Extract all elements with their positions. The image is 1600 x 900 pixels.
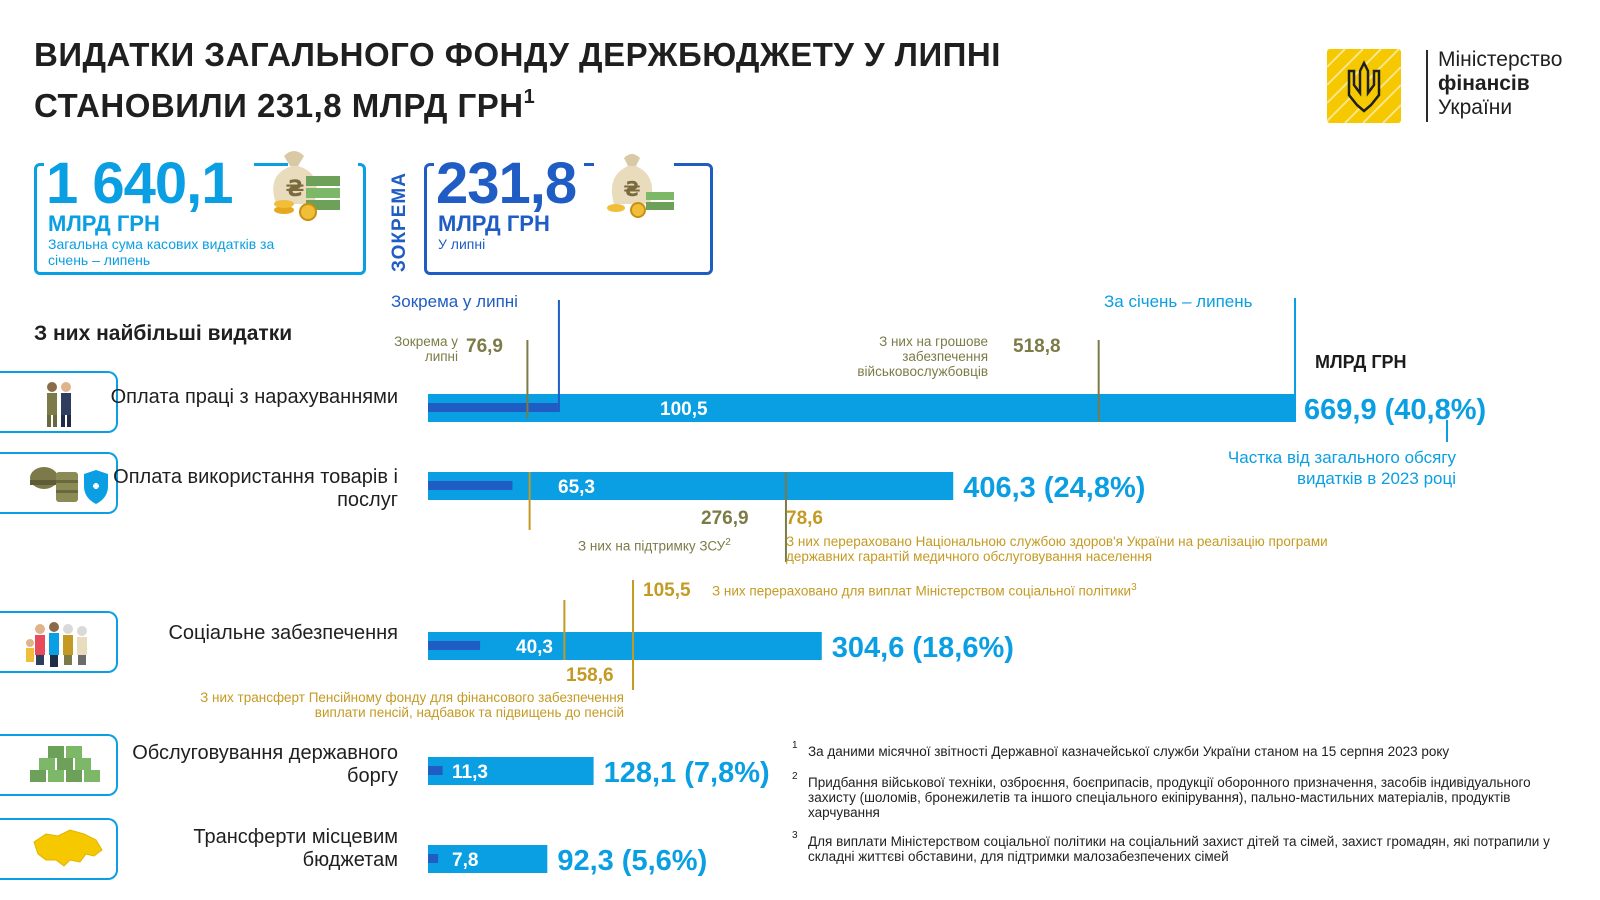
money-bag-icon: ₴	[262, 140, 346, 229]
social-minsoc-note-text: З них перераховано для виплат Міністерст…	[712, 583, 1132, 599]
footnote-item: 2 Придбання військової техніки, озброєнн…	[792, 771, 1562, 820]
svg-text:₴: ₴	[286, 177, 305, 202]
family-icon	[26, 622, 87, 667]
category-label-wages: Оплата праці з нарахуваннями	[98, 386, 398, 409]
category-label-text: Обслуговування державного боргу	[132, 742, 398, 787]
ytd-bar	[428, 845, 548, 873]
ytd-bar	[428, 632, 822, 660]
july-bar	[428, 854, 439, 863]
july-spending-desc: У липні	[438, 236, 486, 252]
social-pension-value: 158,6	[566, 665, 614, 686]
july-legend: Зокрема у липні	[391, 292, 518, 311]
people-icon	[47, 382, 71, 427]
logo-line-3: України	[1438, 96, 1513, 119]
footnote-number: 1	[792, 740, 798, 751]
category-label-text: Оплата використання товарів і послуг	[113, 466, 398, 511]
social-minsoc-value: 105,5	[643, 580, 691, 601]
footnote-text: Для виплати Міністерством соціальної пол…	[808, 834, 1550, 864]
goods-zsu-value: 276,9	[701, 508, 749, 529]
category-icon-box	[0, 371, 118, 433]
military-gear-icon	[30, 467, 108, 504]
july-value-label: 65,3	[558, 477, 595, 498]
category-label-transfers: Трансферти місцевим бюджетам	[98, 826, 398, 872]
category-icon-box	[0, 611, 118, 673]
july-bar	[428, 641, 481, 650]
goods-zsu-note-text: З них на підтримку ЗСУ	[578, 538, 726, 554]
goods-health-note: З них перераховано Національною службою …	[786, 534, 1328, 564]
category-label-debt: Обслуговування державного боргу	[98, 742, 398, 788]
trident-icon	[1326, 48, 1402, 124]
category-label-text: Соціальне забезпечення	[168, 622, 398, 644]
card-gap	[44, 156, 254, 170]
july-value-label: 100,5	[660, 399, 708, 420]
ytd-value-label: 304,6 (18,6%)	[832, 632, 1014, 664]
ytd-value-label: 92,3 (5,6%)	[557, 845, 707, 877]
total-spending-value: 1 640,1	[46, 151, 234, 216]
july-bar	[428, 766, 443, 775]
ukraine-map-icon	[33, 829, 103, 867]
ytd-value-label: 406,3 (24,8%)	[963, 472, 1145, 504]
title-line-2-text: СТАНОВИЛИ 231,8 МЛРД ГРН	[34, 87, 524, 124]
july-spending-value: 231,8	[436, 151, 577, 216]
card-gap	[434, 156, 584, 170]
july-value-label: 40,3	[516, 637, 553, 658]
goods-zsu-note: З них на підтримку ЗСУ2	[578, 535, 731, 554]
ytd-value-label: 669,9 (40,8%)	[1304, 394, 1486, 426]
footnote-item: 1 За даними місячної звітності Державної…	[792, 740, 1562, 759]
section-title: З них найбільші видатки	[34, 322, 293, 345]
july-spending-unit: МЛРД ГРН	[438, 211, 550, 236]
category-icon-box	[0, 452, 118, 514]
title-line-1: ВИДАТКИ ЗАГАЛЬНОГО ФОНДУ ДЕРЖБЮДЖЕТУ У Л…	[34, 36, 1001, 73]
money-stack-icon	[30, 746, 100, 782]
footnotes: 1 За даними місячної звітності Державної…	[792, 740, 1562, 864]
footnote-ref: 2	[725, 537, 731, 548]
category-label-social: Соціальне забезпечення	[98, 622, 398, 645]
july-value-label: 11,3	[452, 762, 488, 783]
logo-line-1: Міністерство	[1438, 48, 1563, 71]
social-pension-note: З них трансферт Пенсійному фонду для фін…	[200, 690, 624, 720]
ministry-logo-text: Міністерство фінансів України	[1438, 48, 1562, 120]
wages-military-value: 518,8	[1013, 336, 1061, 357]
category-label-text: Оплата праці з нарахуваннями	[110, 386, 398, 408]
ytd-bar	[428, 757, 594, 785]
ytd-value-label: 128,1 (7,8%)	[604, 757, 770, 789]
footnote-number: 3	[792, 830, 798, 841]
category-icon-box	[0, 734, 118, 796]
category-label-goods: Оплата використання товарів і послуг	[98, 466, 398, 512]
goods-health-value: 78,6	[786, 508, 823, 529]
wages-military-note: З них на грошове забезпечення військовос…	[857, 334, 988, 379]
footnote-text: Придбання військової техніки, озброєння,…	[808, 775, 1531, 820]
footnote-ref: 3	[1131, 582, 1137, 593]
ytd-bar	[428, 394, 1294, 422]
footnote-number: 2	[792, 771, 798, 782]
wages-july-note: Зокрема у липні	[394, 334, 458, 364]
title-footnote-ref: 1	[523, 86, 536, 108]
july-bar	[428, 481, 513, 490]
total-spending-unit: МЛРД ГРН	[48, 211, 160, 236]
footnote-item: 3 Для виплати Міністерством соціальної п…	[792, 830, 1562, 864]
social-minsoc-note: З них перераховано для виплат Міністерст…	[712, 580, 1142, 599]
total-spending-desc: Загальна сума касових видатків за січень…	[48, 236, 275, 268]
share-note: Частка від загального обсягу видатків в …	[1227, 448, 1456, 488]
july-bar	[428, 403, 558, 412]
unit-label: МЛРД ГРН	[1315, 352, 1407, 372]
logo-line-2: фінансів	[1438, 72, 1530, 95]
title-line-2: СТАНОВИЛИ 231,8 МЛРД ГРН1	[34, 76, 1001, 127]
july-value-label: 7,8	[452, 850, 478, 871]
ytd-bar	[428, 472, 954, 500]
ytd-legend: За січень – липень	[1104, 292, 1253, 311]
money-bag-icon: ₴	[602, 144, 678, 225]
category-label-text: Трансферти місцевим бюджетам	[193, 826, 398, 871]
svg-text:₴: ₴	[623, 177, 640, 201]
page-title: ВИДАТКИ ЗАГАЛЬНОГО ФОНДУ ДЕРЖБЮДЖЕТУ У Л…	[34, 34, 1001, 127]
card-gap	[288, 156, 358, 170]
footnote-text: За даними місячної звітності Державної к…	[808, 744, 1450, 759]
wages-july-value: 76,9	[466, 336, 503, 357]
category-icon-box	[0, 818, 118, 880]
logo-divider	[1426, 50, 1428, 122]
share-note-connector	[1446, 420, 1448, 442]
